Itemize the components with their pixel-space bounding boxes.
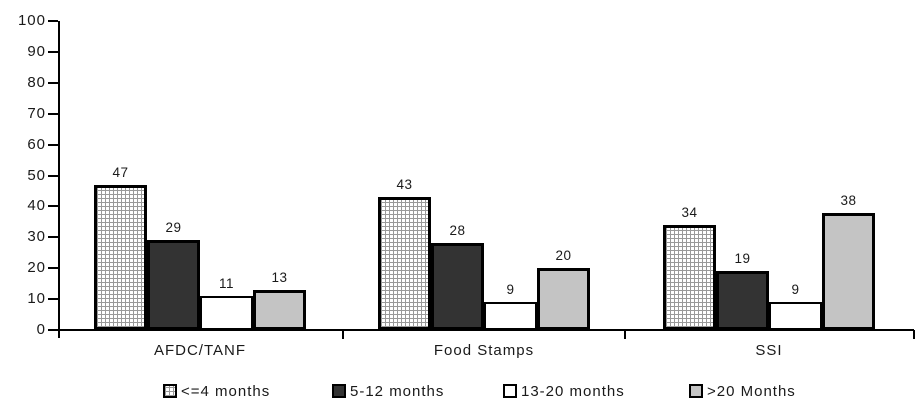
bar-value-label: 29 xyxy=(165,220,182,235)
legend-label: 13-20 months xyxy=(521,382,625,400)
y-axis-tick-label: 40 xyxy=(27,197,46,214)
legend-swatch-icon xyxy=(332,384,346,398)
y-axis-tick xyxy=(48,82,58,84)
bar-value-label: 34 xyxy=(681,205,698,220)
bar-5-12-months-afdc-tanf xyxy=(147,240,200,330)
y-axis-tick xyxy=(48,298,58,300)
y-axis-tick-label: 10 xyxy=(27,290,46,307)
y-axis-tick xyxy=(48,175,58,177)
bar-5-12-months-ssi xyxy=(716,271,769,330)
legend-label: <=4 months xyxy=(181,382,271,400)
legend-swatch-icon xyxy=(689,384,703,398)
bar-value-label: 28 xyxy=(449,223,466,238)
bar-value-label: 20 xyxy=(555,248,572,263)
bar-13-20-months-ssi xyxy=(769,302,822,330)
legend-item-4-months: <=4 months xyxy=(163,382,271,400)
y-axis-tick-label: 30 xyxy=(27,228,46,245)
y-axis-tick-label: 90 xyxy=(27,43,46,60)
y-axis-tick-label: 80 xyxy=(27,74,46,91)
bar-20-months-ssi xyxy=(822,213,875,330)
bar-20-months-food-stamps xyxy=(537,268,590,330)
bar-4-months-food-stamps xyxy=(378,197,431,330)
bar-13-20-months-food-stamps xyxy=(484,302,537,330)
y-axis-tick xyxy=(48,329,58,331)
category-label-afdc-tanf: AFDC/TANF xyxy=(153,342,247,359)
y-axis-tick-label: 0 xyxy=(36,321,46,338)
bar-4-months-afdc-tanf xyxy=(94,185,147,330)
category-label-ssi: SSI xyxy=(755,342,783,359)
bar-value-label: 11 xyxy=(218,276,234,291)
bar-value-label: 19 xyxy=(734,251,751,266)
y-axis-tick xyxy=(48,113,58,115)
bar-value-label: 9 xyxy=(506,282,515,297)
legend-item-13-20-months: 13-20 months xyxy=(503,382,625,400)
x-axis-tick xyxy=(913,330,915,339)
y-axis-tick xyxy=(48,205,58,207)
legend-swatch-icon xyxy=(163,384,177,398)
y-axis-tick xyxy=(48,144,58,146)
y-axis-tick xyxy=(48,236,58,238)
legend-swatch-icon xyxy=(503,384,517,398)
bar-value-label: 43 xyxy=(396,177,413,192)
y-axis-tick xyxy=(48,20,58,22)
bar-4-months-ssi xyxy=(663,225,716,330)
bar-value-label: 9 xyxy=(791,282,800,297)
x-axis-baseline xyxy=(58,329,914,331)
x-axis-tick xyxy=(624,330,626,339)
x-axis-tick xyxy=(342,330,344,339)
legend-item-20-months: >20 Months xyxy=(689,382,796,400)
bar-value-label: 13 xyxy=(271,270,288,285)
category-label-food-stamps: Food Stamps xyxy=(433,342,535,359)
bar-value-label: 38 xyxy=(840,193,857,208)
y-axis-line xyxy=(58,21,60,338)
y-axis-tick-label: 50 xyxy=(27,167,46,184)
y-axis-tick-label: 70 xyxy=(27,105,46,122)
bar-value-label: 47 xyxy=(112,165,129,180)
legend-label: 5-12 months xyxy=(350,382,445,400)
y-axis-tick xyxy=(48,51,58,53)
y-axis-tick-label: 60 xyxy=(27,136,46,153)
legend-item-5-12-months: 5-12 months xyxy=(332,382,445,400)
y-axis-tick-label: 100 xyxy=(17,12,46,29)
bar-5-12-months-food-stamps xyxy=(431,243,484,330)
bar-13-20-months-afdc-tanf xyxy=(200,296,253,330)
y-axis-tick-label: 20 xyxy=(27,259,46,276)
legend-label: >20 Months xyxy=(707,382,796,400)
bar-20-months-afdc-tanf xyxy=(253,290,306,330)
y-axis-tick xyxy=(48,267,58,269)
